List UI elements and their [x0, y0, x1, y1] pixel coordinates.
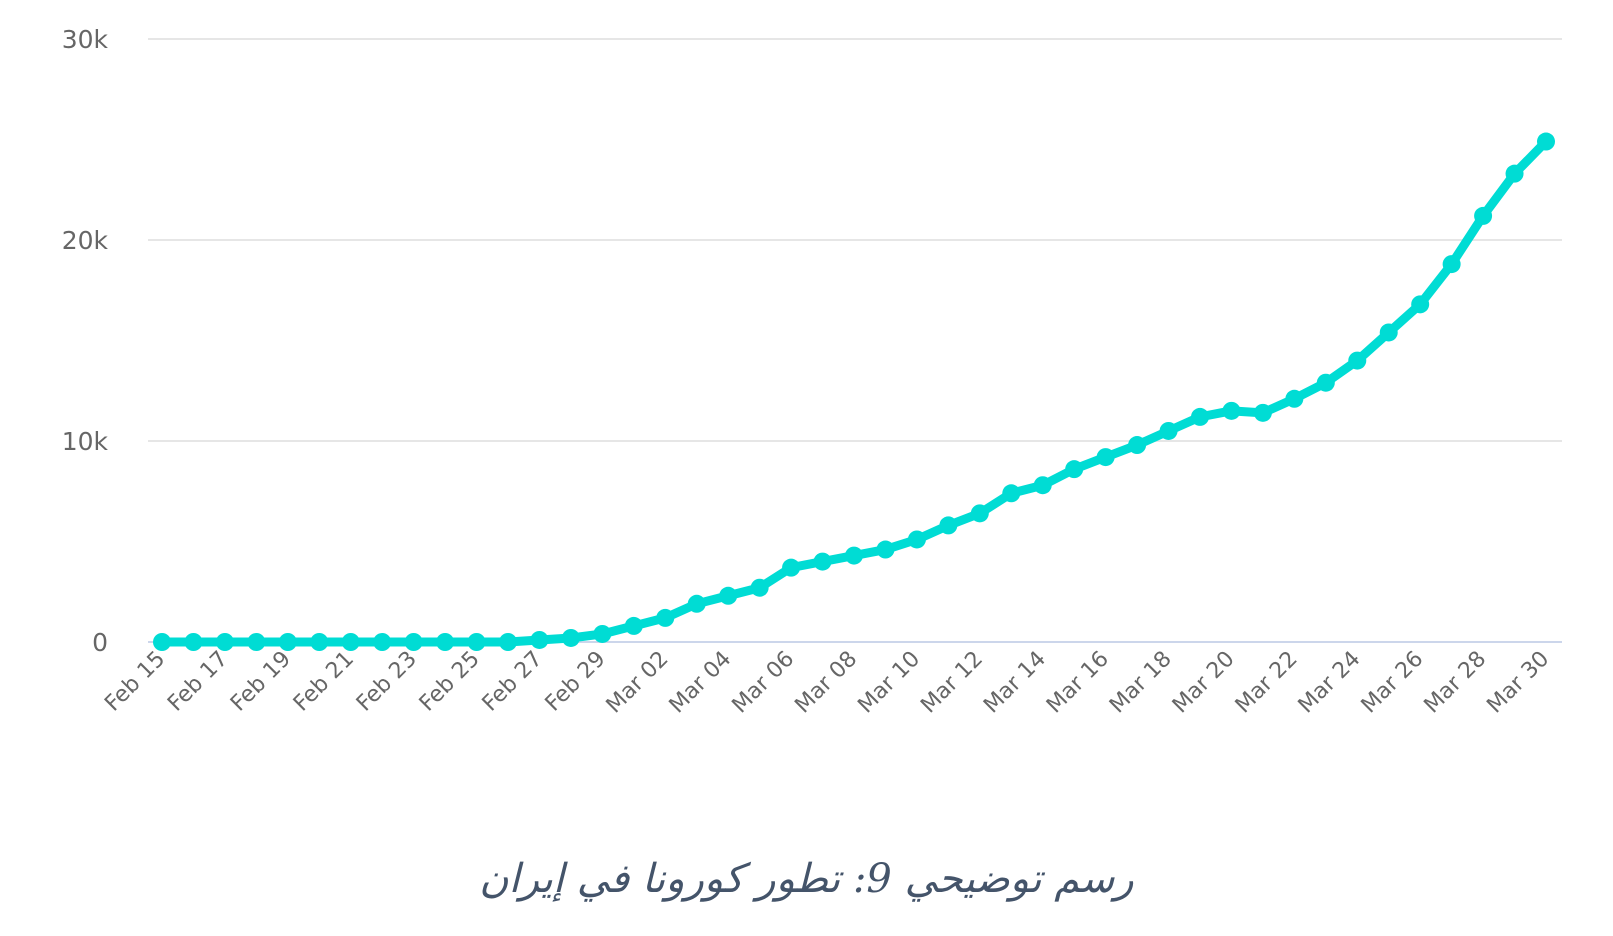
data-point — [813, 552, 832, 571]
data-point — [247, 633, 266, 651]
x-tick-label: Feb 29 — [541, 647, 611, 717]
y-tick-label: 0 — [92, 628, 108, 657]
x-tick-label: Mar 22 — [1231, 647, 1303, 719]
data-point — [1159, 421, 1178, 440]
data-point — [467, 633, 486, 651]
grid-lines — [148, 38, 1562, 643]
data-point — [530, 630, 549, 649]
x-tick-label: Mar 08 — [790, 647, 862, 719]
data-point — [876, 540, 895, 559]
x-tick-label: Mar 04 — [665, 647, 737, 719]
data-point — [1033, 476, 1052, 495]
x-tick-label: Feb 23 — [352, 647, 422, 717]
data-point — [404, 633, 423, 651]
data-point — [1348, 351, 1367, 370]
data-point — [1285, 389, 1304, 408]
x-tick-label: Mar 10 — [853, 647, 925, 719]
x-tick-label: Mar 20 — [1168, 647, 1240, 719]
x-tick-label: Mar 28 — [1420, 647, 1492, 719]
data-point — [1222, 401, 1241, 420]
data-point — [1065, 460, 1084, 479]
x-tick-label: Mar 16 — [1042, 647, 1114, 719]
data-point — [1096, 448, 1115, 467]
data-point — [184, 633, 203, 651]
x-tick-label: Feb 15 — [100, 647, 170, 717]
data-point — [970, 504, 989, 523]
data-point — [215, 633, 234, 651]
data-point — [1379, 323, 1398, 342]
x-tick-label: Feb 19 — [226, 647, 296, 717]
series-line — [157, 137, 1551, 647]
data-point — [561, 628, 580, 647]
y-tick-label: 10k — [62, 427, 109, 456]
data-point — [341, 633, 360, 651]
data-point — [1191, 407, 1209, 426]
data-point — [907, 530, 926, 549]
x-tick-label: Mar 02 — [602, 647, 674, 719]
x-tick-label: Mar 24 — [1294, 647, 1366, 719]
x-tick-label: Feb 21 — [289, 647, 359, 717]
data-point — [373, 633, 392, 651]
data-point — [687, 594, 706, 613]
x-tick-label: Mar 30 — [1482, 647, 1554, 719]
data-point — [153, 633, 171, 651]
x-tick-label: Mar 26 — [1357, 647, 1429, 719]
data-point — [1316, 373, 1335, 392]
x-tick-label: Mar 06 — [728, 647, 800, 719]
data-point — [436, 633, 455, 651]
data-point — [278, 633, 297, 651]
x-tick-label: Mar 12 — [916, 647, 988, 719]
data-point — [1253, 403, 1272, 422]
data-point — [750, 578, 769, 597]
series-layer — [153, 132, 1555, 651]
data-point — [624, 616, 643, 635]
y-tick-label: 30k — [62, 25, 109, 54]
data-point — [1411, 295, 1430, 314]
data-point — [1128, 436, 1147, 455]
data-point — [656, 608, 675, 627]
data-point — [845, 546, 863, 565]
data-point — [1442, 255, 1461, 274]
x-tick-label: Mar 18 — [1105, 647, 1177, 719]
y-tick-label: 20k — [62, 226, 109, 255]
data-point — [499, 633, 517, 651]
y-axis: 0 10k 20k 30k — [62, 25, 109, 657]
x-tick-label: Feb 17 — [163, 647, 233, 717]
data-point — [593, 624, 612, 643]
data-point — [939, 516, 958, 535]
data-point — [782, 558, 801, 577]
x-tick-label: Mar 14 — [979, 647, 1051, 719]
data-point — [719, 586, 738, 605]
data-point — [310, 633, 329, 651]
data-point — [1537, 132, 1555, 151]
data-point — [1505, 164, 1524, 183]
x-tick-label: Feb 25 — [415, 647, 485, 717]
data-point — [1002, 484, 1021, 503]
data-point — [1474, 206, 1493, 225]
figure-caption: رسم توضيحي 9: تطور كورونا في إيران — [479, 856, 1134, 902]
x-tick-label: Feb 27 — [478, 647, 548, 717]
